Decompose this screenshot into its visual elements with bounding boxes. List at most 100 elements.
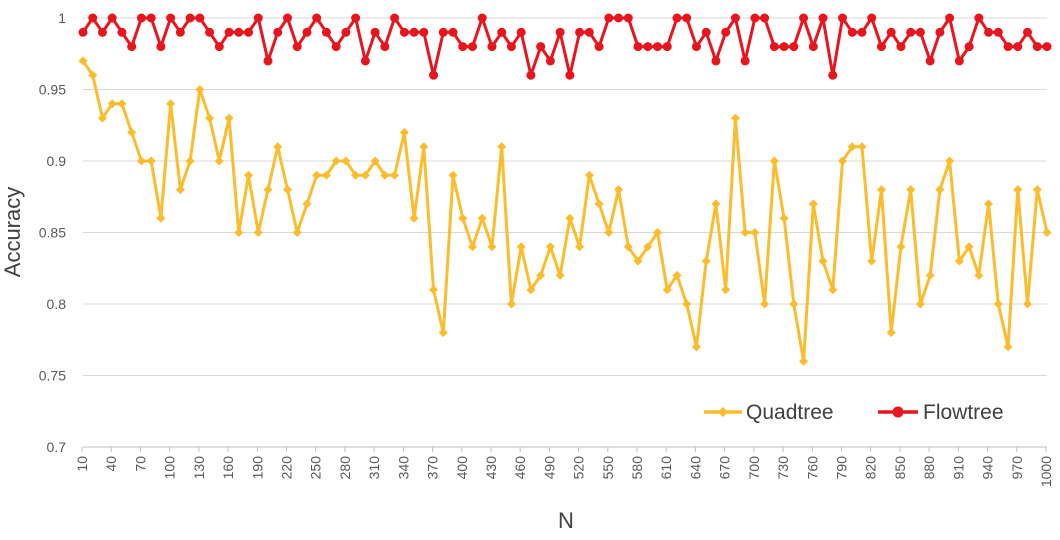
quadtree-point [604,228,614,237]
quadtree-point [769,156,779,166]
quadtree-point [399,127,409,137]
quadtree-point [526,285,536,295]
quadtree-point [935,185,945,195]
quadtree-point [750,228,760,237]
flowtree-point [419,27,429,37]
quadtree-point [915,299,925,309]
flowtree-point [896,42,906,52]
quadtree-point [789,299,799,309]
quadtree-point [691,342,701,352]
quadtree-point [876,185,886,195]
flowtree-point [146,13,156,23]
x-tick-label: 880 [921,456,937,480]
quadtree-point [662,285,672,295]
quadtree-point [653,228,663,237]
x-tick-label: 760 [804,456,820,480]
flowtree-point [467,42,477,52]
flowtree-point [935,27,945,37]
flowtree-point [974,13,984,23]
quadtree-point [88,70,98,80]
quadtree-point [244,170,254,180]
flowtree-point [458,42,468,52]
quadtree-point [779,213,789,223]
quadtree-point [555,270,565,280]
flowtree-point [633,42,643,52]
y-axis-ticks: 0.7 0.75 0.8 0.85 0.9 0.95 1 [39,10,66,455]
flowtree-point [516,27,526,37]
quadtree-point [682,299,692,309]
flowtree-point [886,27,896,37]
quadtree-point [390,170,400,180]
quadtree-point [623,242,633,252]
legend-item-flowtree: Flowtree [878,401,1004,424]
quadtree-point [925,270,935,280]
flowtree-point [672,13,682,23]
flowtree-point [312,13,322,23]
legend-flowtree-label: Flowtree [923,401,1004,424]
flowtree-point [925,56,935,66]
quadtree-point [906,185,916,195]
flowtree-point [993,27,1003,37]
flowtree-point [740,56,750,66]
flowtree-point [1042,42,1052,52]
flowtree-point [536,42,546,52]
flowtree-point [429,70,439,80]
quadtree-point [545,242,555,252]
quadtree-point [205,113,215,123]
x-tick-label: 670 [717,456,733,480]
x-tick-label: 400 [454,456,470,480]
y-tick-label: 0.75 [39,368,66,384]
quadtree-point [156,213,166,223]
flowtree-point [799,13,809,23]
flowtree-point [789,42,799,52]
quadtree-point [146,156,156,166]
flowtree-point [984,27,994,37]
quadtree-point [828,285,838,295]
quadtree-point [380,170,390,180]
flowtree-point [575,27,585,37]
quadtree-point [760,299,770,309]
quadtree-point [993,299,1003,309]
quadtree-point [1042,228,1052,237]
legend-quadtree-label: Quadtree [746,401,834,424]
quadtree-point [886,328,896,338]
quadtree-point [302,199,312,209]
quadtree-point [847,142,857,152]
quadtree-point [867,256,877,266]
x-tick-label: 460 [512,456,528,480]
quadtree-point [808,199,818,209]
x-tick-label: 220 [278,456,294,480]
quadtree-point [331,156,341,166]
y-tick-label: 0.85 [39,225,66,241]
flowtree-point [1013,42,1023,52]
flowtree-point [526,70,536,80]
flowtree-point [477,13,487,23]
quadtree-point [1023,299,1033,309]
quadtree-point [487,242,497,252]
flowtree-point [380,42,390,52]
flowtree-point [838,13,848,23]
quadtree-point [341,156,351,166]
flowtree-point [808,42,818,52]
flowtree-point [234,27,244,37]
flowtree-point [662,42,672,52]
flowtree-point [555,27,565,37]
quadtree-point [984,199,994,209]
flowtree-point [506,42,516,52]
quadtree-point [497,142,507,152]
x-tick-label: 430 [483,456,499,480]
flowtree-point [117,27,127,37]
flowtree-point [351,13,361,23]
flowtree-point [847,27,857,37]
flowtree-point [341,27,351,37]
flowtree-point [175,27,185,37]
x-tick-label: 280 [337,456,353,480]
x-tick-label: 550 [600,456,616,480]
quadtree-point [360,170,370,180]
flowtree-point [497,27,507,37]
flowtree-point [594,42,604,52]
flowtree-point [545,56,555,66]
series-flowtree [78,13,1052,80]
quadtree-point [974,270,984,280]
quadtree-point [429,285,439,295]
